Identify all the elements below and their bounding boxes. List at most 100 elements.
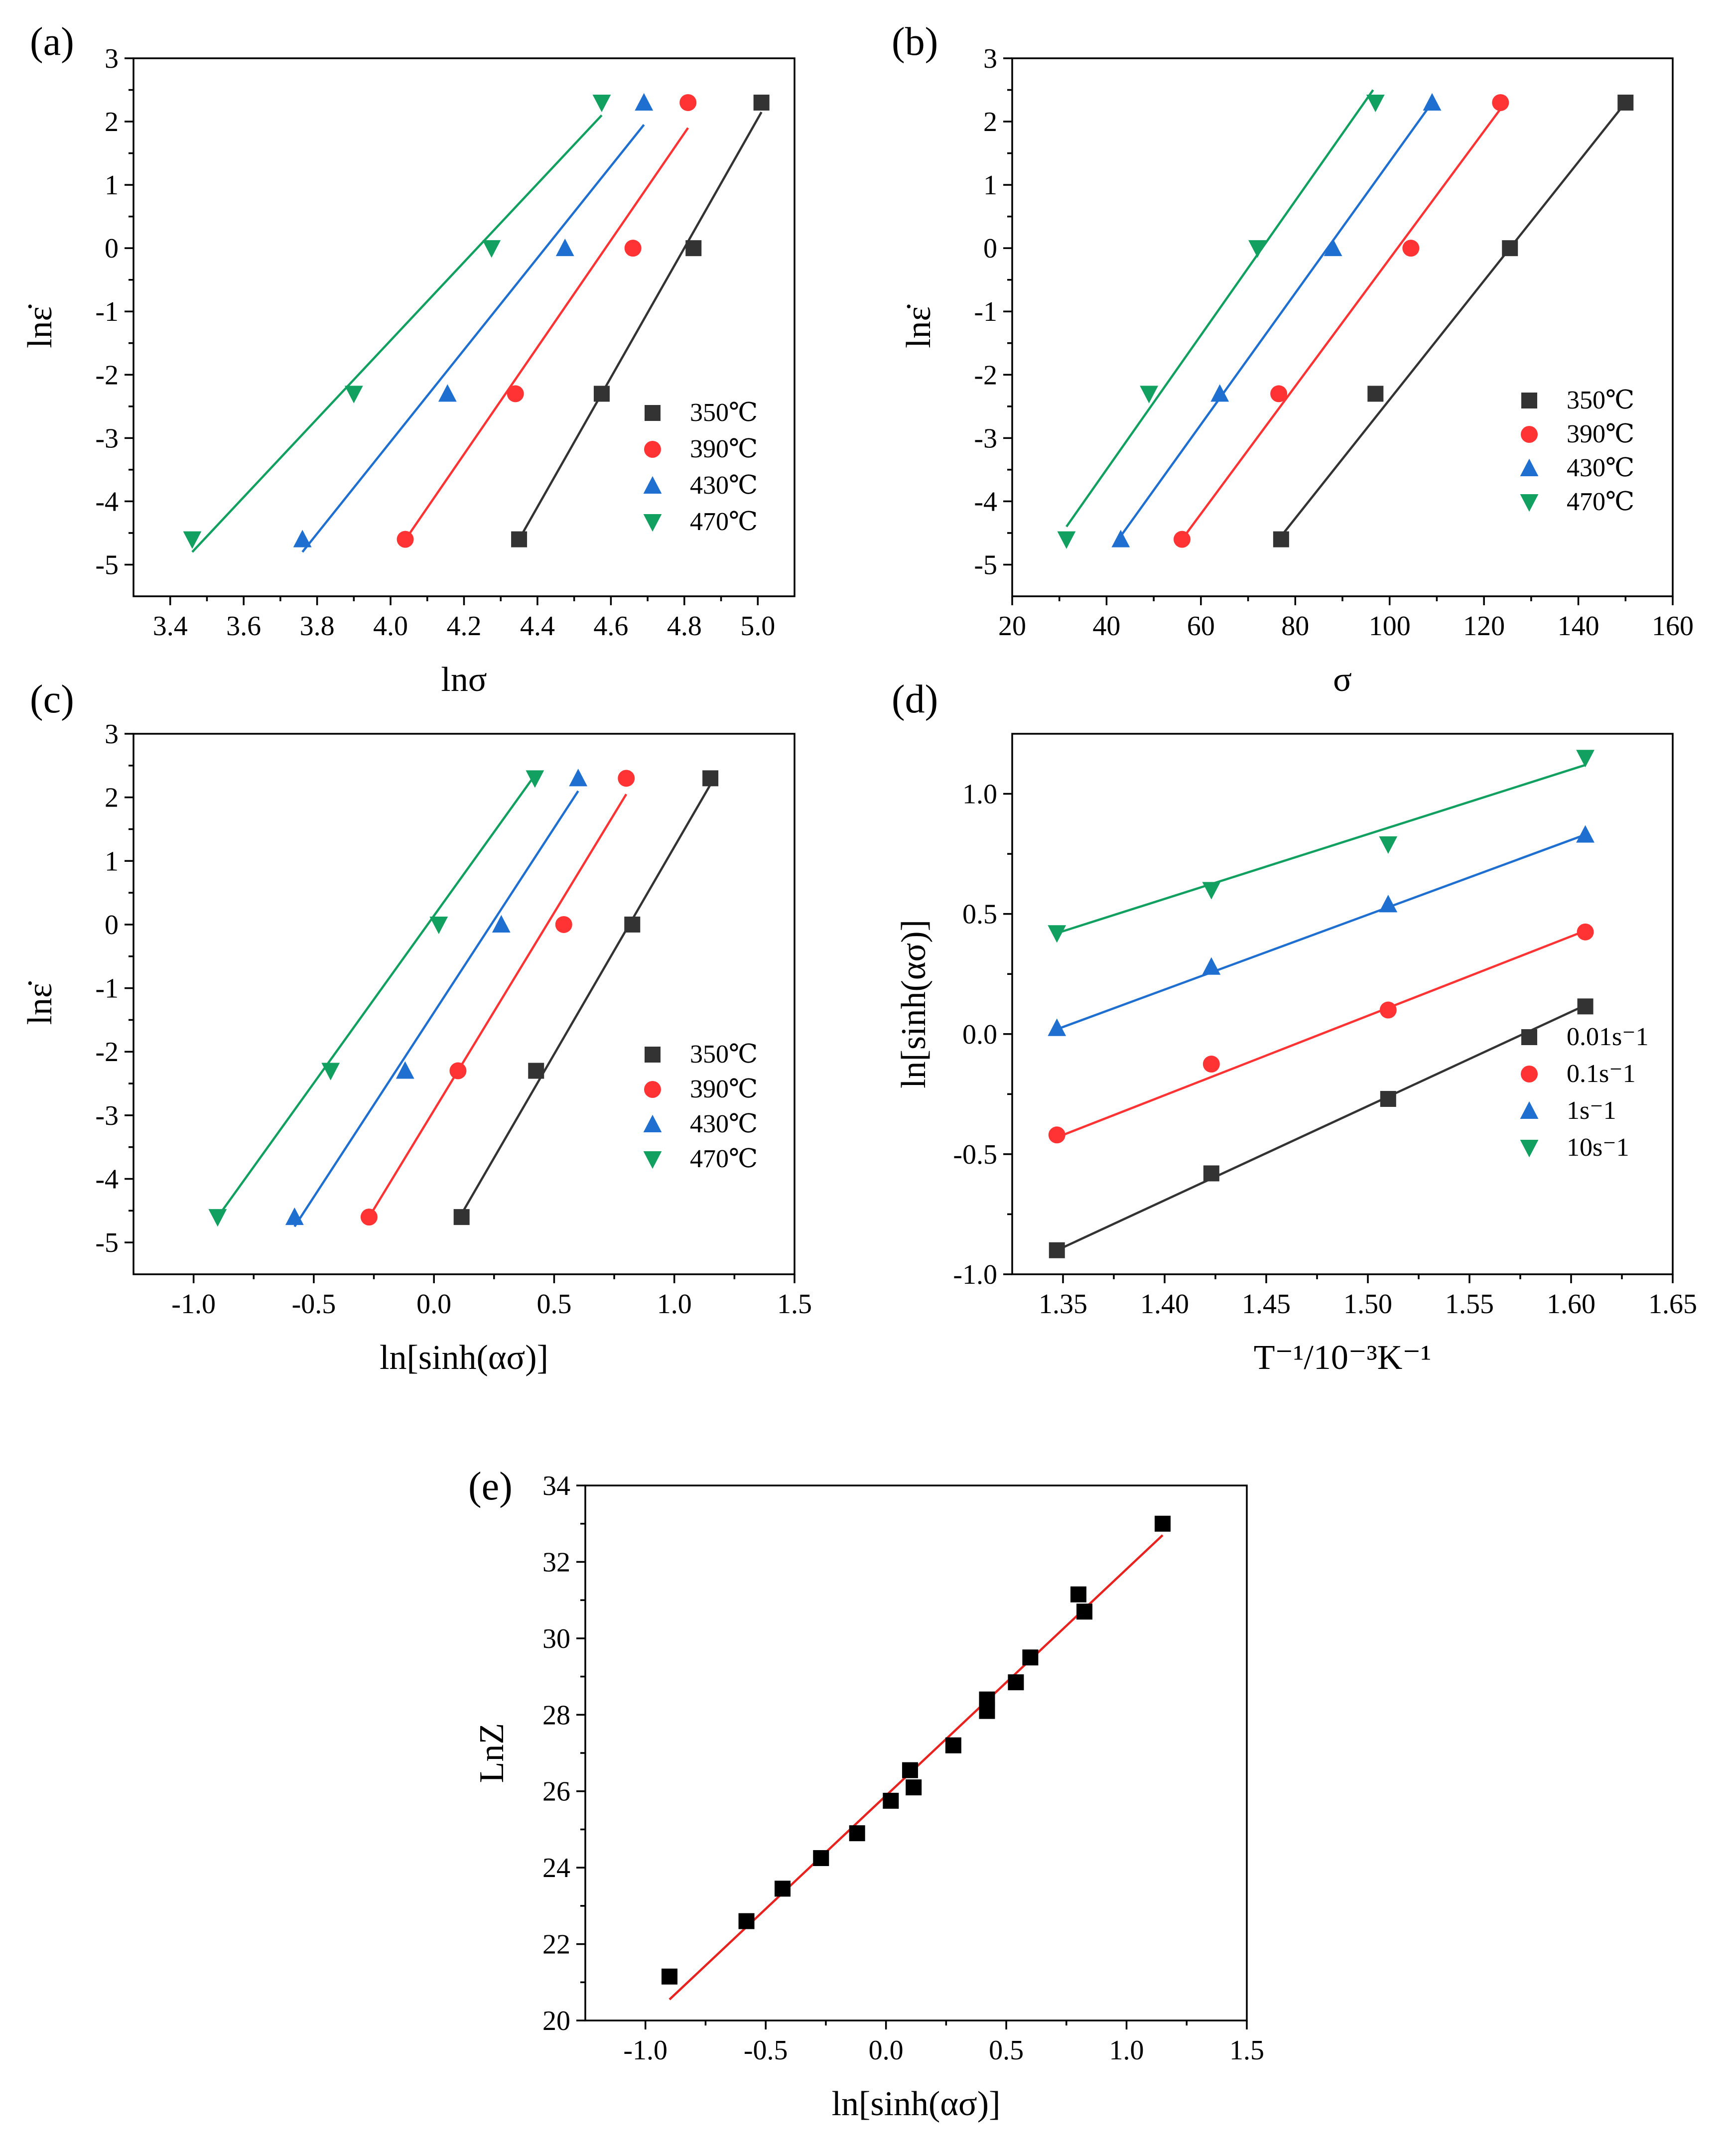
panel-label-c: (c) — [30, 677, 74, 721]
data-point-b-2 — [1324, 238, 1342, 257]
series-a-3 — [183, 94, 611, 553]
x-tick-label-d: 1.65 — [1648, 1289, 1697, 1320]
y-tick-label-e: 26 — [542, 1776, 570, 1807]
data-point-a-2 — [293, 530, 312, 547]
y-tick-label-e: 24 — [542, 1853, 570, 1884]
x-tick-label-d: 1.45 — [1242, 1289, 1291, 1320]
y-tick-label-c: 1 — [105, 846, 119, 877]
x-tick-label-a: 4.0 — [373, 611, 408, 642]
data-point-d-1 — [1379, 1001, 1397, 1019]
data-point-a-1 — [507, 385, 524, 403]
series-c-1 — [360, 770, 635, 1226]
y-tick-label-a: -5 — [95, 549, 119, 580]
panel-label-b: (b) — [892, 20, 938, 64]
legend-marker-b-1 — [1521, 426, 1538, 443]
x-tick-label-b: 40 — [1092, 611, 1120, 642]
data-point-a-3 — [482, 240, 501, 258]
data-point-d-0 — [1049, 1242, 1065, 1258]
data-point-c-3 — [526, 770, 544, 788]
series-a-2 — [293, 93, 654, 553]
fit-line-a-0 — [518, 111, 763, 540]
data-point-b-1 — [1173, 531, 1191, 548]
y-tick-label-d: -0.5 — [953, 1139, 997, 1170]
y-tick-label-a: 3 — [105, 43, 119, 74]
panel-d: (d) 1.35 1.40 1.45 1.50 1.55 1.60 1.65 -1.0 -0.5 0… — [892, 677, 1697, 1377]
x-axis-label-d: T⁻¹/10⁻³K⁻¹ — [1254, 1339, 1432, 1377]
legend-d: 0.01s⁻1 0.1s⁻1 1s⁻1 10s⁻1 — [1520, 1023, 1649, 1162]
data-point-b-1 — [1270, 385, 1288, 403]
x-tick-label-b: 100 — [1369, 611, 1411, 642]
x-tick-label-e: 0.0 — [869, 2035, 904, 2066]
y-tick-label-d: 0.0 — [962, 1019, 997, 1050]
series-b-2 — [1111, 93, 1442, 547]
panel-label-e: (e) — [468, 1465, 513, 1508]
fit-line-b-0 — [1280, 102, 1627, 537]
x-tick-label-b: 80 — [1281, 611, 1309, 642]
data-point-b-3 — [1366, 94, 1385, 113]
y-tick-label-c: -5 — [95, 1227, 119, 1258]
data-point-a-0 — [593, 386, 610, 402]
data-point-a-2 — [555, 238, 574, 257]
x-tick-label-a: 3.4 — [153, 611, 188, 642]
x-tick-label-b: 60 — [1187, 611, 1215, 642]
data-point-a-2 — [635, 93, 654, 111]
data-point-e-0 — [1022, 1649, 1039, 1666]
x-tick-label-a: 4.4 — [520, 611, 555, 642]
data-point-d-1 — [1577, 923, 1594, 941]
data-point-a-1 — [397, 531, 414, 548]
data-point-c-0 — [702, 770, 719, 787]
legend-marker-b-0 — [1521, 393, 1537, 408]
x-axis-label-b: σ — [1333, 661, 1352, 699]
x-tick-label-e: -0.5 — [744, 2035, 788, 2066]
y-tick-label-d: -1.0 — [953, 1259, 997, 1290]
fit-line-c-2 — [293, 790, 579, 1227]
data-point-b-3 — [1140, 386, 1159, 404]
x-tick-label-d: 1.50 — [1343, 1289, 1392, 1320]
series-b-3 — [1057, 89, 1385, 549]
fit-line-d-1 — [1056, 930, 1586, 1139]
legend-label-c-3: 470℃ — [690, 1145, 758, 1173]
x-tick-label-b: 120 — [1463, 611, 1505, 642]
y-tick-label-c: 0 — [105, 910, 119, 941]
data-point-a-2 — [438, 384, 457, 402]
x-tick-label-a: 4.8 — [667, 611, 702, 642]
legend-marker-d-1 — [1521, 1066, 1538, 1082]
x-tick-label-b: 20 — [998, 611, 1026, 642]
legend-marker-d-3 — [1520, 1140, 1539, 1158]
y-tick-label-b: 1 — [983, 170, 997, 201]
data-point-d-1 — [1048, 1126, 1065, 1144]
data-point-c-3 — [321, 1063, 340, 1080]
panel-a: (a) 3.4 3.6 3.8 4.0 4.2 4.4 4.6 4.8 5.0 -5 -4 -3 -2 -1… — [21, 20, 796, 699]
fit-line-c-1 — [368, 794, 628, 1218]
data-point-d-2 — [1202, 957, 1221, 975]
legend-label-b-2: 430℃ — [1567, 454, 1634, 482]
y-tick-label-b: 2 — [983, 107, 997, 137]
data-point-d-2 — [1576, 825, 1595, 843]
data-point-c-1 — [360, 1209, 378, 1226]
series-d-3 — [1048, 750, 1595, 943]
legend-label-b-0: 350℃ — [1567, 386, 1634, 414]
data-point-e-0 — [1070, 1586, 1086, 1603]
data-point-b-3 — [1248, 240, 1267, 258]
x-tick-label-c: -0.5 — [292, 1289, 336, 1320]
series-b-0 — [1273, 94, 1634, 547]
data-point-d-0 — [1380, 1090, 1396, 1107]
data-point-e-0 — [662, 1968, 678, 1985]
data-point-b-0 — [1367, 386, 1384, 402]
data-point-b-0 — [1502, 240, 1518, 257]
y-axis-label-a: lnε̇ — [21, 304, 59, 348]
series-d-2 — [1048, 825, 1595, 1036]
x-tick-label-d: 1.60 — [1547, 1289, 1595, 1320]
panel-c: (c) -1.0 -0.5 0.0 0.5 1.0 1.5 -5 -4 -3 -2 -1 0 1 2 3 ln[… — [21, 677, 812, 1377]
data-point-c-2 — [492, 915, 511, 933]
data-point-a-0 — [511, 531, 528, 547]
y-tick-label-a: 2 — [105, 107, 119, 137]
legend-label-b-1: 390℃ — [1567, 420, 1634, 448]
data-point-d-3 — [1048, 925, 1066, 943]
series-d-0 — [1049, 998, 1594, 1258]
plot-frame-c — [133, 733, 796, 1275]
data-point-c-2 — [569, 769, 588, 787]
legend-marker-c-2 — [643, 1114, 662, 1132]
data-point-b-3 — [1057, 531, 1076, 549]
